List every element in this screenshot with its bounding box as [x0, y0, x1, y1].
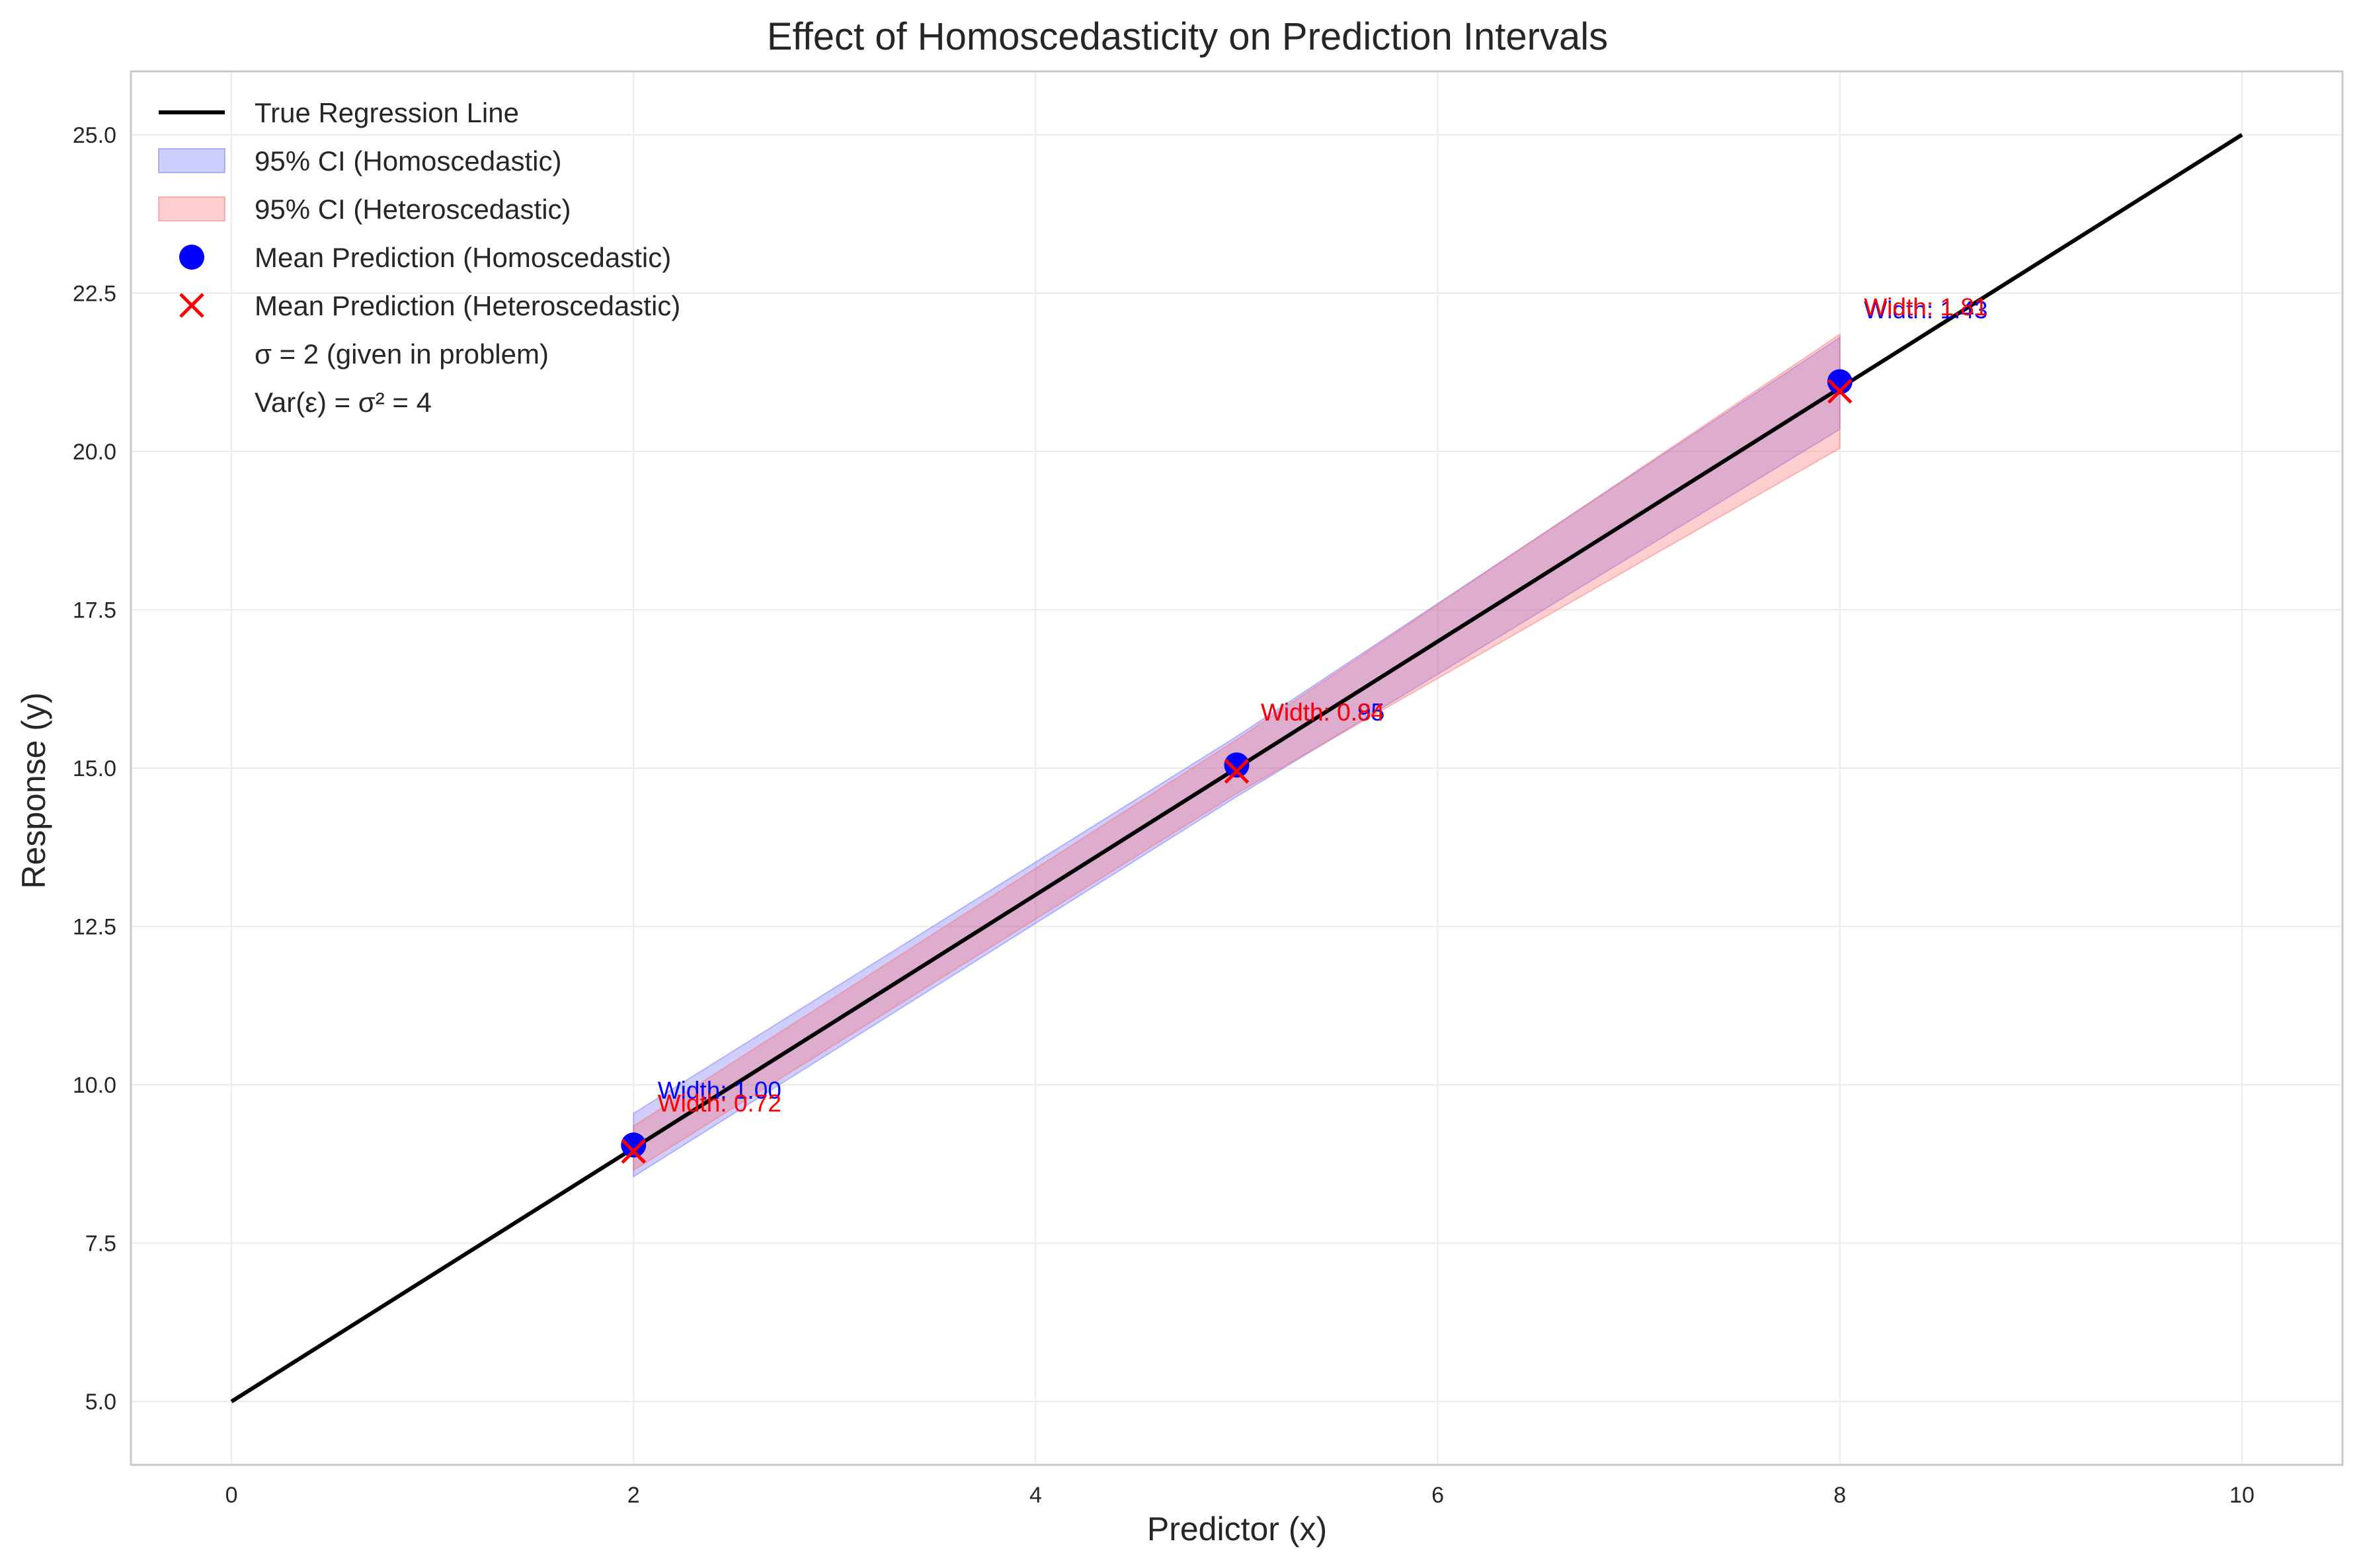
homoscedastic-mean-point — [621, 1132, 647, 1158]
homoscedastic-width-label: Width: 1.43 — [1864, 297, 1987, 324]
y-tick-label: 17.5 — [73, 598, 116, 623]
x-tick-label: 10 — [2229, 1483, 2255, 1508]
x-tick-label: 4 — [1029, 1483, 1042, 1508]
legend-item: True Regression Line — [159, 97, 519, 128]
heteroscedastic-width-label: Width: 0.72 — [658, 1089, 781, 1117]
legend-item: 95% CI (Heteroscedastic) — [158, 194, 571, 225]
x-marker-stroke — [1224, 759, 1250, 784]
heteroscedastic-mean-point — [1827, 379, 1853, 404]
y-tick-label: 5.0 — [85, 1390, 116, 1415]
heteroscedastic-ci-band — [633, 333, 1841, 1172]
y-tick-label: 22.5 — [73, 281, 116, 306]
legend-label: True Regression Line — [255, 97, 519, 128]
y-tick-label: 7.5 — [85, 1232, 116, 1257]
y-tick-label: 20.0 — [73, 440, 116, 465]
chart-title: Effect of Homoscedasticity on Prediction… — [767, 15, 1608, 58]
axes-spines — [130, 70, 2344, 1466]
legend-label: 95% CI (Homoscedastic) — [255, 145, 561, 176]
heteroscedastic-width-label: Width: 0.84 — [1261, 699, 1384, 726]
x-tick-label: 6 — [1431, 1483, 1444, 1508]
plot-frame — [130, 70, 2344, 1466]
legend-item: 95% CI (Homoscedastic) — [158, 145, 561, 176]
heteroscedastic-mean-point — [1224, 759, 1250, 784]
y-axis-label: Response (y) — [15, 692, 52, 888]
legend-label: Mean Prediction (Heteroscedastic) — [255, 290, 680, 321]
x-tick-label: 8 — [1833, 1483, 1846, 1508]
legend-label: σ = 2 (given in problem) — [255, 338, 549, 370]
heteroscedastic-mean-point — [621, 1138, 646, 1164]
legend-patch-swatch — [158, 196, 225, 221]
legend-label: 95% CI (Heteroscedastic) — [255, 194, 571, 225]
y-tick-label: 12.5 — [73, 915, 116, 940]
legend-item: σ = 2 (given in problem) — [255, 338, 549, 370]
homoscedastic-width-label: Width: 1.00 — [658, 1077, 781, 1104]
homoscedastic-mean-point — [1827, 369, 1853, 395]
x-marker-stroke — [1827, 379, 1853, 404]
legend-item: Var(ε) = σ² = 4 — [255, 387, 432, 418]
x-marker-stroke — [621, 1138, 646, 1164]
x-tick-label: 0 — [225, 1483, 238, 1508]
y-axis-ticks: 5.0 7.5 10.0 12.5 15.0 17.5 20.0 22.5 25.0 — [73, 123, 116, 1415]
legend-item: Mean Prediction (Heteroscedastic) — [179, 290, 680, 321]
legend: True Regression Line 95% CI (Homoscedasti… — [158, 97, 680, 418]
y-tick-label: 10.0 — [73, 1073, 116, 1098]
homoscedastic-mean-point — [1224, 752, 1250, 778]
homoscedastic-width-label: Width: 0.95 — [1261, 699, 1384, 726]
legend-patch-swatch — [158, 148, 225, 173]
legend-label: Mean Prediction (Homoscedastic) — [255, 242, 671, 273]
legend-x-swatch — [179, 293, 204, 318]
heteroscedastic-width-label: Width: 1.81 — [1864, 294, 1987, 321]
legend-circle-swatch — [179, 245, 204, 270]
legend-item: Mean Prediction (Homoscedastic) — [179, 242, 671, 273]
y-tick-label: 15.0 — [73, 756, 116, 781]
legend-label: Var(ε) = σ² = 4 — [255, 387, 432, 418]
markers — [621, 369, 1853, 1164]
x-axis-ticks: 0 2 4 6 8 10 — [225, 1483, 2255, 1508]
y-tick-label: 25.0 — [73, 123, 116, 148]
x-tick-label: 2 — [627, 1483, 640, 1508]
x-axis-label: Predictor (x) — [1147, 1510, 1327, 1548]
